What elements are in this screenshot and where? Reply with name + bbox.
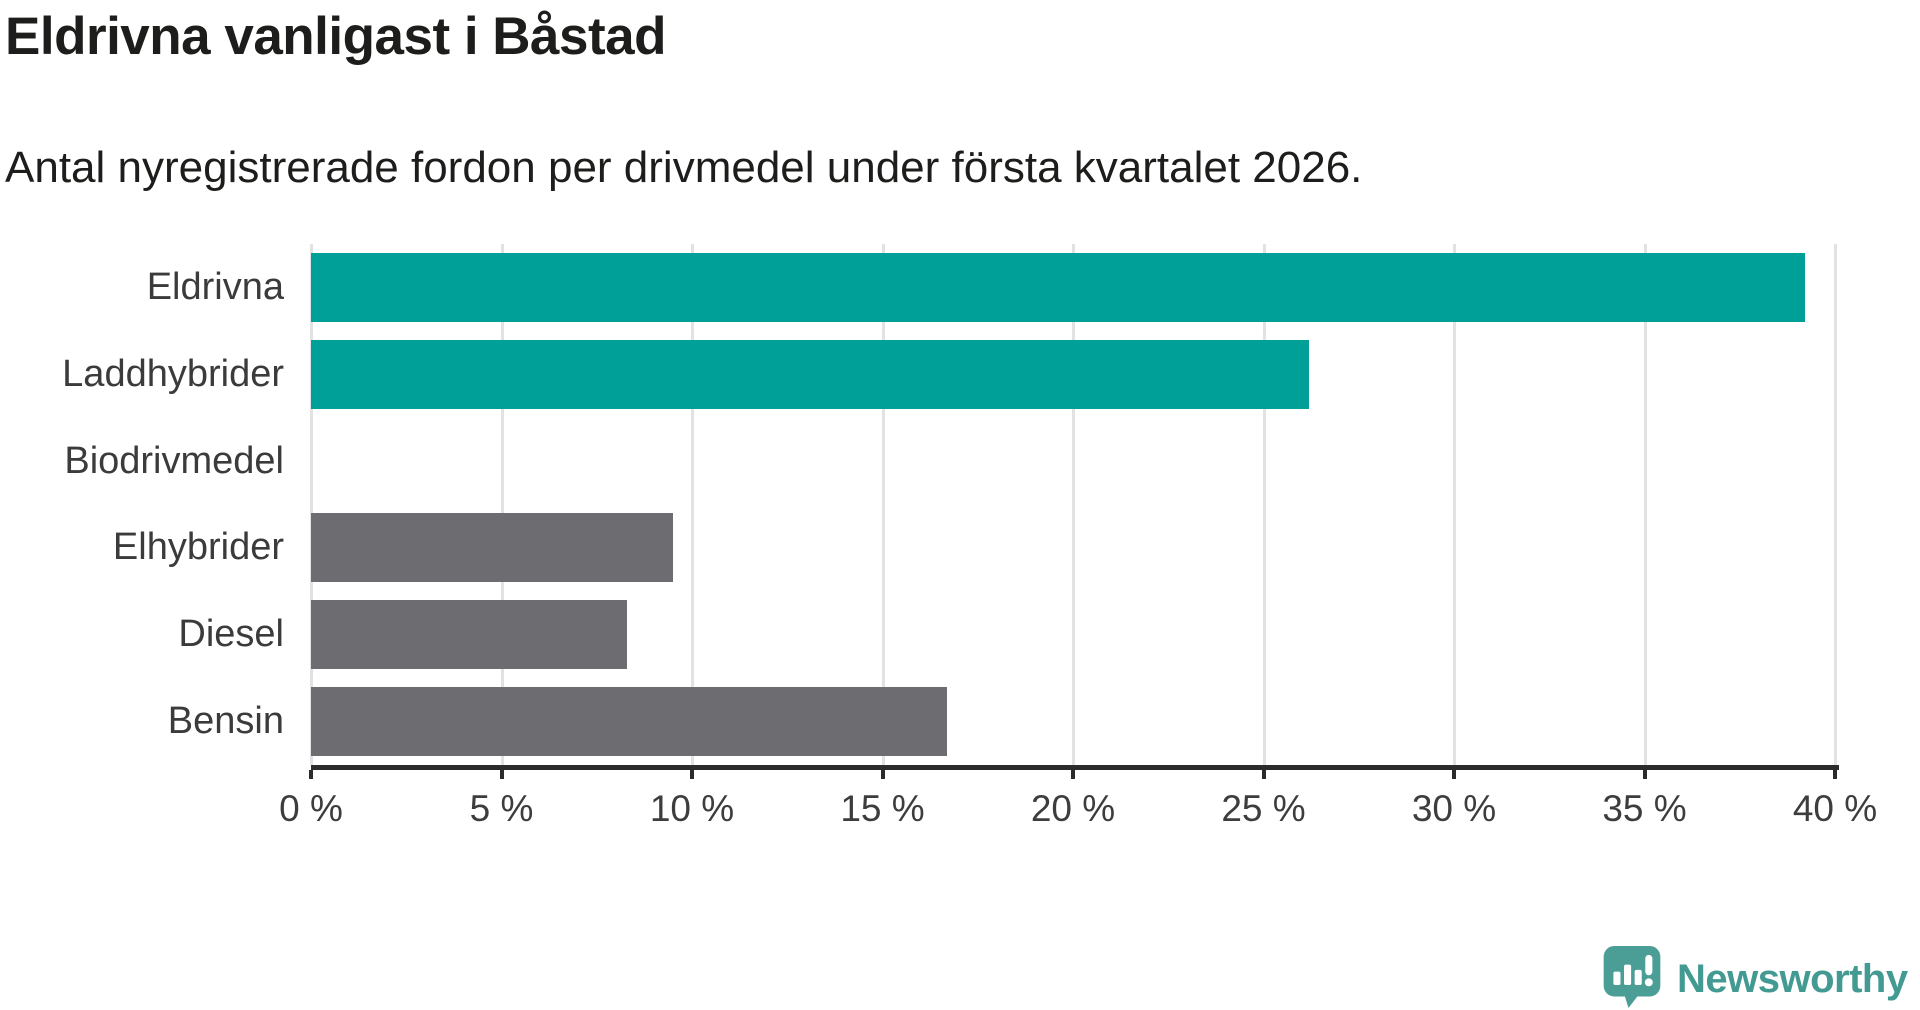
bar-diesel: [311, 600, 628, 670]
x-axis-tick: [1452, 770, 1456, 779]
chart-subtitle: Antal nyregistrerade fordon per drivmede…: [5, 143, 1363, 192]
y-axis-category-label: Biodrivmedel: [64, 439, 284, 482]
x-axis-tick-label: 35 %: [1602, 788, 1687, 829]
bar-bensin: [311, 687, 948, 756]
x-axis-tick: [1833, 770, 1837, 779]
x-axis-tick: [880, 770, 885, 779]
bar-elhybrider: [311, 513, 673, 583]
x-axis-tick: [1642, 770, 1647, 779]
gridline: [1262, 244, 1266, 765]
gridline: [1834, 244, 1837, 765]
gridline: [691, 244, 694, 765]
y-axis-category-label: Laddhybrider: [62, 352, 284, 395]
x-axis-tick-label: 25 %: [1221, 788, 1306, 829]
chart-title: Eldrivna vanligast i Båstad: [5, 7, 667, 66]
x-axis-tick: [690, 770, 694, 779]
x-axis-tick-label: 30 %: [1411, 788, 1497, 829]
gridline: [500, 244, 504, 765]
x-axis-tick: [1261, 770, 1266, 779]
x-axis-tick: [309, 770, 313, 779]
x-axis-tick-label: 40 %: [1792, 788, 1878, 829]
x-axis-tick-label: 5 %: [469, 788, 534, 829]
newsworthy-logo-icon: [1603, 946, 1661, 1010]
x-axis-tick: [499, 770, 504, 779]
gridline: [881, 244, 885, 765]
x-axis-line: [311, 765, 1839, 770]
x-axis-tick-label: 15 %: [840, 788, 925, 829]
x-axis-tick-label: 0 %: [279, 788, 343, 829]
brand-name: Newsworthy: [1677, 957, 1908, 1001]
y-axis-category-label: Eldrivna: [146, 266, 284, 308]
y-axis-category-label: Diesel: [178, 613, 284, 656]
y-axis-category-label: Elhybrider: [112, 526, 284, 569]
bar-eldrivna: [311, 253, 1805, 322]
x-axis-tick-label: 10 %: [649, 788, 735, 829]
y-axis-category-label: Bensin: [167, 700, 284, 742]
brand-footer: Newsworthy: [1603, 946, 1908, 1010]
x-axis-tick-label: 20 %: [1030, 788, 1116, 829]
gridline: [1453, 244, 1456, 765]
gridline: [1072, 244, 1075, 765]
bar-laddhybrider: [311, 339, 1310, 409]
gridline: [310, 244, 313, 765]
x-axis-tick: [1071, 770, 1075, 779]
gridline: [1643, 244, 1647, 765]
